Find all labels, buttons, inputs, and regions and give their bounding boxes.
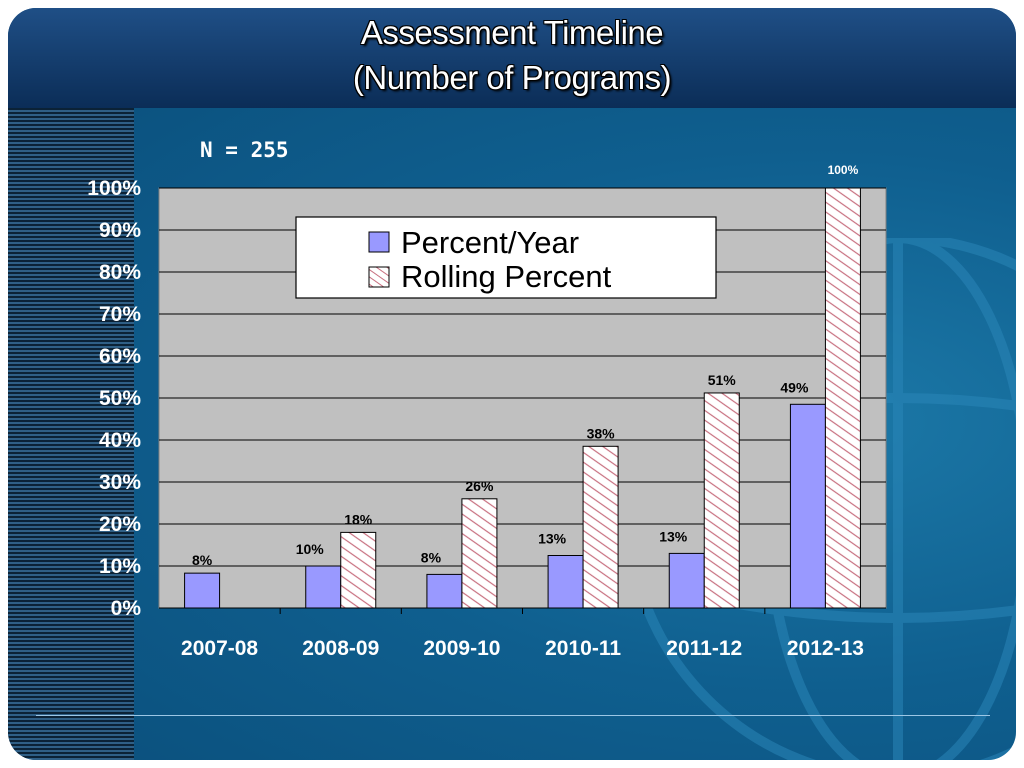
- y-tick-label: 80%: [99, 261, 141, 284]
- sample-size-label: N = 255: [200, 138, 289, 162]
- legend-swatch-percent-year: [368, 231, 390, 253]
- bar-rolling-percent: [340, 531, 377, 609]
- y-tick-label: 50%: [99, 387, 141, 410]
- title-line-1: Assessment Timeline: [360, 14, 664, 51]
- y-tick-label: 70%: [99, 303, 141, 326]
- y-tick-label: 0%: [111, 597, 142, 620]
- title-bar: Assessment Timeline (Number of Programs): [8, 8, 1016, 108]
- slide-title: Assessment Timeline (Number of Programs): [8, 10, 1016, 100]
- footer-divider: [36, 715, 990, 716]
- y-tick-label: 60%: [99, 345, 141, 368]
- data-label: 18%: [344, 511, 373, 527]
- bar-percent-year: [184, 572, 221, 609]
- data-label: 13%: [659, 528, 688, 544]
- y-tick-label: 40%: [99, 429, 141, 452]
- bar-rolling-percent: [582, 445, 619, 609]
- legend-swatch-rolling-percent: [368, 266, 390, 288]
- data-label: 100%: [828, 163, 859, 177]
- bar-percent-year: [547, 555, 584, 609]
- data-label: 49%: [780, 379, 809, 395]
- data-label: 38%: [587, 425, 616, 441]
- bar-rolling-percent: [824, 187, 861, 609]
- y-tick-label: 100%: [87, 177, 141, 200]
- bar-percent-year: [305, 565, 342, 609]
- y-tick-label: 90%: [99, 219, 141, 242]
- data-label: 13%: [538, 531, 567, 547]
- title-line-2: (Number of Programs): [352, 59, 672, 96]
- x-tick-label: 2010-11: [545, 637, 621, 660]
- x-tick-label: 2007-08: [181, 637, 258, 660]
- y-tick-label: 10%: [99, 555, 141, 578]
- data-label: 26%: [465, 478, 494, 494]
- data-label: 51%: [708, 372, 737, 388]
- x-tick-label: 2012-13: [787, 637, 864, 660]
- legend-label-percent-year: Percent/Year: [401, 225, 579, 260]
- y-tick-label: 30%: [99, 471, 141, 494]
- bar-percent-year: [789, 403, 826, 609]
- x-tick-label: 2008-09: [302, 637, 379, 660]
- x-tick-label: 2009-10: [423, 637, 500, 660]
- bar-percent-year: [426, 573, 463, 609]
- bar-rolling-percent: [461, 498, 498, 609]
- legend-label-rolling-percent: Rolling Percent: [401, 259, 612, 294]
- decorative-stripes: [8, 108, 134, 760]
- y-tick-label: 20%: [99, 513, 141, 536]
- chart-legend: Percent/Year Rolling Percent: [295, 216, 717, 299]
- bar-rolling-percent: [703, 392, 740, 609]
- data-label: 8%: [192, 552, 213, 568]
- data-label: 10%: [296, 541, 325, 557]
- legend-box: [295, 216, 717, 299]
- data-label: 8%: [421, 549, 442, 565]
- bar-percent-year: [668, 552, 705, 609]
- x-tick-label: 2011-12: [666, 637, 742, 660]
